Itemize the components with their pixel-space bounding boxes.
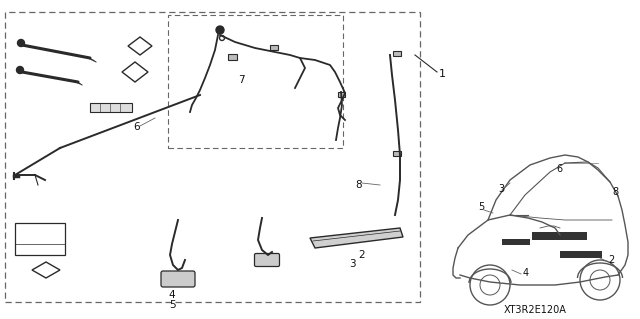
Text: 3: 3 — [498, 184, 504, 194]
Text: 7: 7 — [238, 75, 244, 85]
Text: 1: 1 — [439, 69, 446, 79]
Bar — [168, 15, 343, 148]
Bar — [15, 223, 65, 255]
Text: 5: 5 — [169, 300, 175, 310]
Bar — [270, 45, 278, 50]
Text: 4: 4 — [523, 268, 529, 278]
Bar — [393, 51, 401, 56]
Bar — [338, 92, 345, 97]
Circle shape — [17, 66, 24, 73]
Polygon shape — [310, 228, 403, 248]
Text: 8: 8 — [355, 180, 362, 190]
Bar — [502, 239, 530, 245]
FancyBboxPatch shape — [255, 254, 280, 266]
Text: 6: 6 — [133, 122, 140, 132]
Text: 6: 6 — [556, 164, 562, 174]
Bar — [393, 151, 401, 156]
Text: 8: 8 — [612, 187, 618, 197]
FancyBboxPatch shape — [161, 271, 195, 287]
Bar — [560, 251, 602, 258]
Bar — [90, 103, 132, 112]
Text: 4: 4 — [169, 290, 175, 300]
Bar — [5, 12, 420, 302]
Text: 2: 2 — [358, 250, 365, 260]
Bar — [228, 54, 237, 60]
Text: 3: 3 — [349, 259, 356, 269]
Text: 5: 5 — [478, 202, 484, 212]
Text: XT3R2E120A: XT3R2E120A — [504, 305, 566, 315]
Circle shape — [17, 40, 24, 47]
Circle shape — [216, 26, 224, 34]
Bar — [532, 232, 587, 240]
Text: 2: 2 — [608, 255, 614, 265]
